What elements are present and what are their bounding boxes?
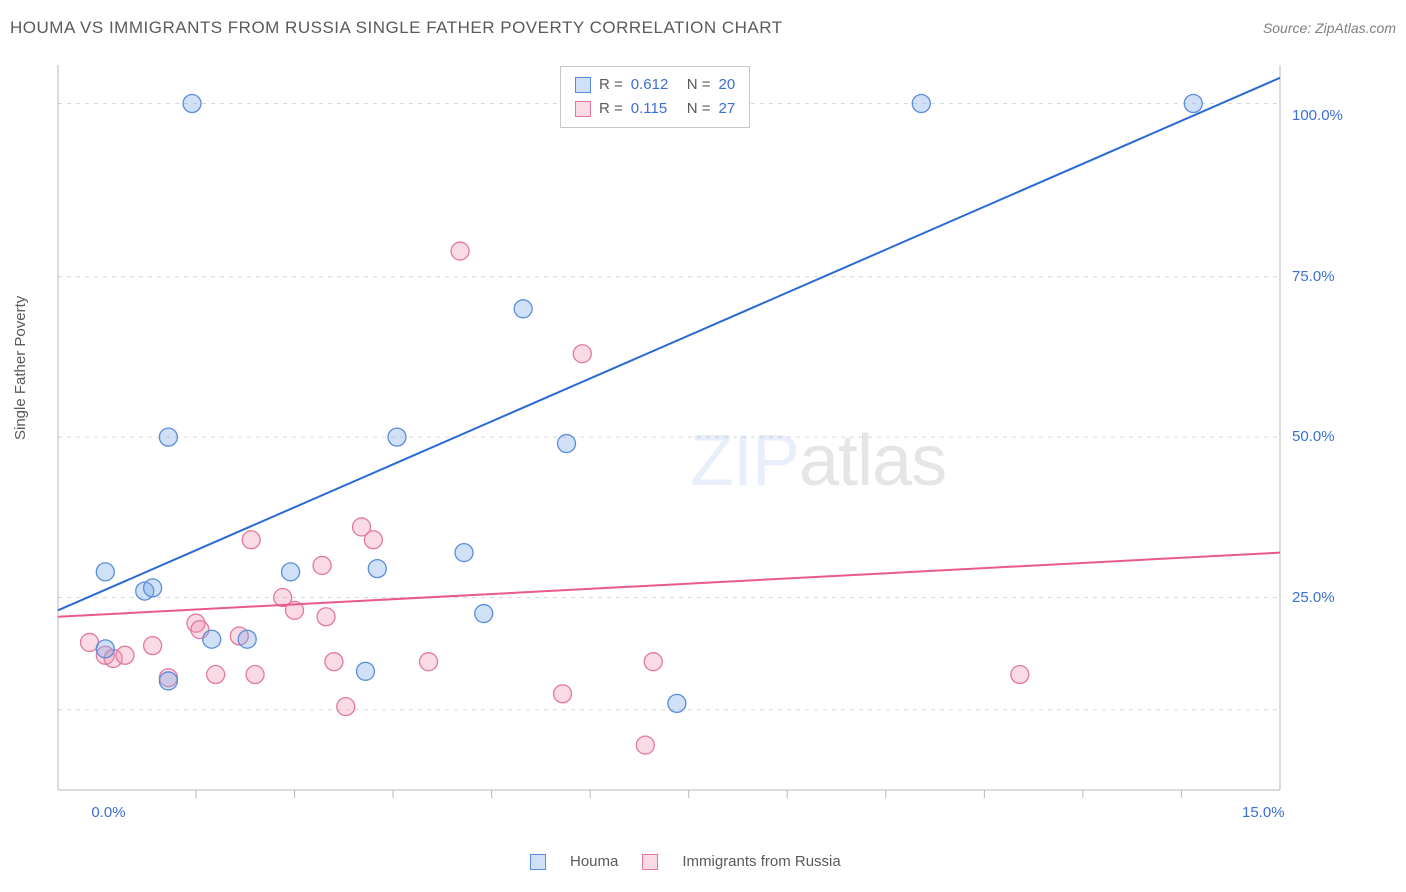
swatch-bottom-russia — [642, 854, 658, 870]
swatch-bottom-houma — [530, 854, 546, 870]
swatch-russia — [575, 101, 591, 117]
legend-label-houma: Houma — [570, 853, 618, 870]
series-legend: Houma Immigrants from Russia — [530, 853, 841, 870]
n-label: N = — [687, 73, 711, 97]
r-value-houma: 0.612 — [631, 73, 679, 97]
n-value-russia: 27 — [719, 97, 736, 121]
n-label: N = — [687, 97, 711, 121]
chart-header: HOUMA VS IMMIGRANTS FROM RUSSIA SINGLE F… — [10, 18, 1396, 38]
swatch-houma — [575, 77, 591, 93]
legend-row-houma: R = 0.612 N = 20 — [575, 73, 735, 97]
source-prefix: Source: — [1263, 20, 1315, 36]
correlation-legend: R = 0.612 N = 20 R = 0.115 N = 27 — [560, 66, 750, 128]
n-value-houma: 20 — [719, 73, 736, 97]
legend-row-russia: R = 0.115 N = 27 — [575, 97, 735, 121]
x-tick-label: 0.0% — [91, 804, 125, 821]
r-label: R = — [599, 73, 623, 97]
r-value-russia: 0.115 — [631, 97, 679, 121]
r-label: R = — [599, 97, 623, 121]
source-name: ZipAtlas.com — [1315, 20, 1396, 36]
chart-svg — [50, 60, 1330, 820]
legend-label-russia: Immigrants from Russia — [682, 853, 840, 870]
scatter-chart: ZIPatlas R = 0.612 N = 20 R = 0.115 N = … — [50, 60, 1330, 820]
y-tick-label: 75.0% — [1292, 268, 1335, 285]
y-axis-label: Single Father Poverty — [12, 296, 29, 440]
source-attribution: Source: ZipAtlas.com — [1263, 20, 1396, 36]
chart-title: HOUMA VS IMMIGRANTS FROM RUSSIA SINGLE F… — [10, 18, 783, 38]
y-tick-label: 100.0% — [1292, 107, 1343, 124]
x-tick-label: 15.0% — [1242, 804, 1285, 821]
y-tick-label: 25.0% — [1292, 589, 1335, 606]
y-tick-label: 50.0% — [1292, 428, 1335, 445]
